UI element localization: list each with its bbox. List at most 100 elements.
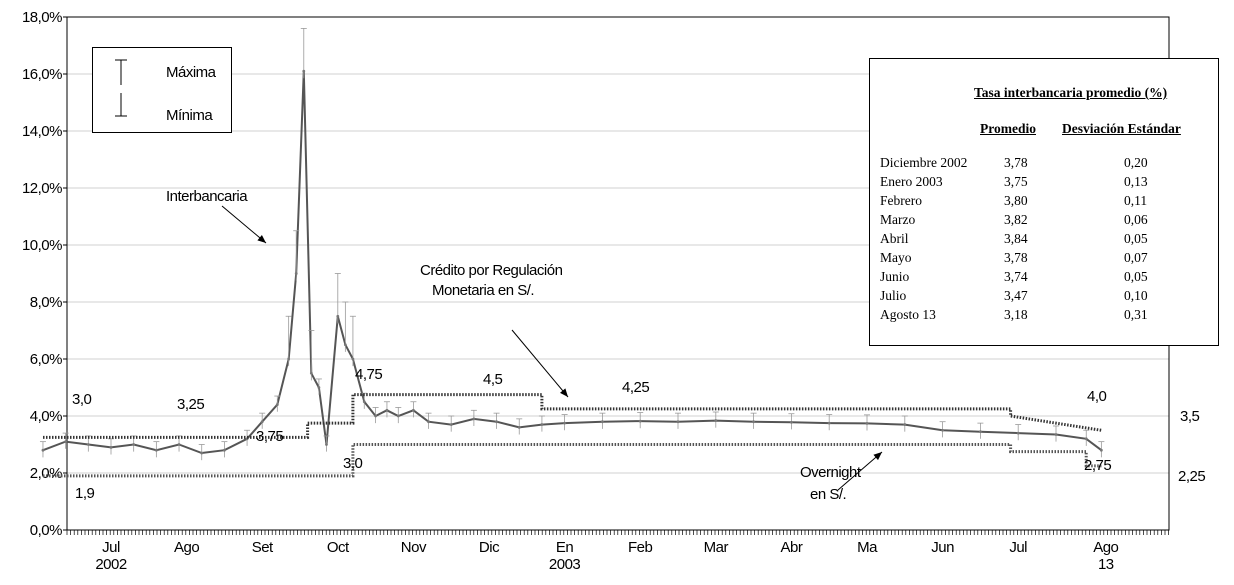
legend-maxima: Máxima bbox=[166, 64, 216, 81]
rate-label-1-9: 1,9 bbox=[75, 485, 95, 502]
data-point bbox=[41, 448, 45, 452]
data-point bbox=[827, 421, 831, 425]
x-tick-label: Set bbox=[252, 539, 274, 556]
data-point bbox=[449, 423, 453, 426]
x-tick-label: En bbox=[556, 539, 574, 556]
rate-label-4-5: 4,5 bbox=[483, 371, 503, 388]
data-point bbox=[601, 420, 604, 424]
arrowhead-icon bbox=[873, 452, 882, 461]
y-tick-label: 10,0% bbox=[22, 237, 62, 254]
row-month: Junio bbox=[880, 269, 910, 284]
table-row: Abril 3,84 0,05 bbox=[880, 231, 1210, 248]
x-tick-label: Jul bbox=[1009, 539, 1027, 556]
row-promedio: 3,78 bbox=[1004, 250, 1028, 265]
rate-label-4-0: 4,0 bbox=[1087, 388, 1107, 405]
data-point bbox=[177, 443, 181, 446]
x-tick-sublabel: 13 bbox=[1098, 556, 1114, 573]
series-line-1 bbox=[43, 393, 1102, 439]
rate-label-3-0-overnight: 3,0 bbox=[343, 455, 363, 472]
data-point bbox=[865, 422, 869, 425]
data-point bbox=[200, 451, 204, 455]
data-point bbox=[302, 69, 306, 73]
y-tick-label: 16,0% bbox=[22, 66, 62, 83]
series-line-0 bbox=[42, 71, 1103, 455]
table-row: Enero 2003 3,75 0,13 bbox=[880, 174, 1210, 191]
legend-box: Máxima Mínima bbox=[92, 47, 232, 133]
label-credito-line1: Crédito por Regulación bbox=[420, 262, 563, 279]
rate-label-3-5: 3,5 bbox=[1180, 408, 1200, 425]
data-point bbox=[275, 403, 279, 406]
annotation-arrows bbox=[221, 205, 883, 491]
data-point bbox=[1054, 433, 1058, 436]
data-point bbox=[64, 440, 68, 444]
table-row: Marzo 3,82 0,06 bbox=[880, 212, 1210, 229]
data-point bbox=[223, 448, 226, 452]
x-tick-label: Jun bbox=[931, 539, 954, 556]
label-credito-line2: Monetaria en S/. bbox=[432, 282, 534, 299]
row-month: Marzo bbox=[880, 212, 916, 227]
label-overnight-line2: en S/. bbox=[810, 486, 846, 503]
x-tick-label: Dic bbox=[479, 539, 500, 556]
table-row: Julio 3,47 0,10 bbox=[880, 288, 1210, 305]
row-promedio: 3,78 bbox=[1004, 155, 1028, 170]
legend-whisker-icons bbox=[115, 59, 127, 117]
x-tick-label: Jul bbox=[102, 539, 120, 556]
average-rate-table: Tasa interbancaria promedio (%) Promedio… bbox=[869, 58, 1219, 346]
data-point bbox=[752, 420, 755, 424]
label-overnight-line1: Overnight bbox=[800, 464, 862, 481]
y-tick-label: 0,0% bbox=[30, 522, 62, 539]
row-desviacion: 0,05 bbox=[1124, 269, 1148, 284]
row-promedio: 3,18 bbox=[1004, 307, 1028, 322]
x-tick-label: Ago bbox=[174, 539, 199, 556]
data-point bbox=[343, 343, 347, 347]
row-desviacion: 0,13 bbox=[1124, 174, 1148, 189]
y-axis-ticks: 0,0% 2,0% 4,0% 6,0% 8,0% 10,0% 12,0% 14,0% 16,0%… bbox=[22, 9, 67, 539]
data-point bbox=[563, 421, 566, 425]
row-promedio: 3,80 bbox=[1004, 193, 1028, 208]
data-point bbox=[412, 408, 415, 412]
y-tick-label: 2,0% bbox=[30, 465, 62, 482]
row-promedio: 3,75 bbox=[1004, 174, 1028, 189]
row-month: Mayo bbox=[880, 250, 912, 265]
y-tick-label: 18,0% bbox=[22, 9, 62, 26]
row-month: Febrero bbox=[880, 193, 922, 208]
annotation-arrow bbox=[511, 329, 569, 398]
table-header-desviacion: Desviación Estándar bbox=[1062, 121, 1181, 136]
data-point bbox=[517, 426, 521, 429]
data-point bbox=[86, 443, 90, 446]
y-tick-label: 4,0% bbox=[30, 408, 62, 425]
row-desviacion: 0,10 bbox=[1124, 288, 1148, 303]
x-tick-sublabel: 2002 bbox=[95, 556, 127, 573]
arrowhead-icon bbox=[559, 388, 568, 397]
data-point bbox=[472, 417, 476, 421]
data-point bbox=[374, 414, 377, 418]
gridlines bbox=[67, 73, 1169, 474]
data-point bbox=[309, 371, 313, 375]
row-month: Enero 2003 bbox=[880, 174, 943, 189]
data-point bbox=[903, 423, 907, 426]
row-month: Diciembre 2002 bbox=[880, 155, 968, 170]
x-tick-label: Ago bbox=[1093, 539, 1118, 556]
x-tick-label: Abr bbox=[780, 539, 802, 556]
row-promedio: 3,84 bbox=[1004, 231, 1028, 246]
data-point bbox=[979, 430, 982, 434]
row-desviacion: 0,05 bbox=[1124, 231, 1148, 246]
arrowhead-icon bbox=[257, 234, 266, 243]
rate-label-3-25: 3,25 bbox=[177, 396, 204, 413]
data-point bbox=[317, 386, 321, 389]
data-point bbox=[1084, 437, 1088, 441]
row-month: Agosto 13 bbox=[880, 307, 936, 322]
table-row: Agosto 13 3,18 0,31 bbox=[880, 307, 1210, 324]
data-point bbox=[260, 420, 264, 424]
row-promedio: 3,47 bbox=[1004, 288, 1028, 303]
y-tick-label: 8,0% bbox=[30, 294, 62, 311]
table-row: Mayo 3,78 0,07 bbox=[880, 250, 1210, 267]
legend-minima: Mínima bbox=[166, 107, 213, 124]
rate-label-2-25: 2,25 bbox=[1178, 468, 1205, 485]
data-point bbox=[1099, 448, 1103, 452]
row-month: Julio bbox=[880, 288, 907, 303]
x-tick-label: Mar bbox=[704, 539, 729, 556]
row-month: Abril bbox=[880, 231, 909, 246]
data-point bbox=[676, 420, 680, 424]
